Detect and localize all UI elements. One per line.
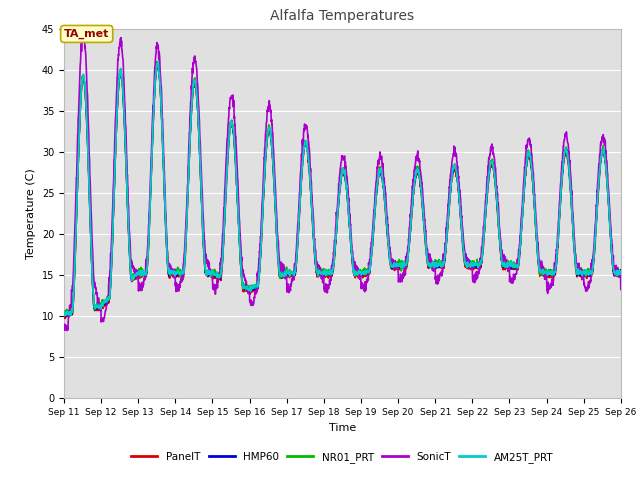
Legend: PanelT, HMP60, NR01_PRT, SonicT, AM25T_PRT: PanelT, HMP60, NR01_PRT, SonicT, AM25T_P… <box>127 448 557 467</box>
Title: Alfalfa Temperatures: Alfalfa Temperatures <box>270 10 415 24</box>
Text: TA_met: TA_met <box>64 29 109 39</box>
X-axis label: Time: Time <box>329 423 356 432</box>
Y-axis label: Temperature (C): Temperature (C) <box>26 168 36 259</box>
